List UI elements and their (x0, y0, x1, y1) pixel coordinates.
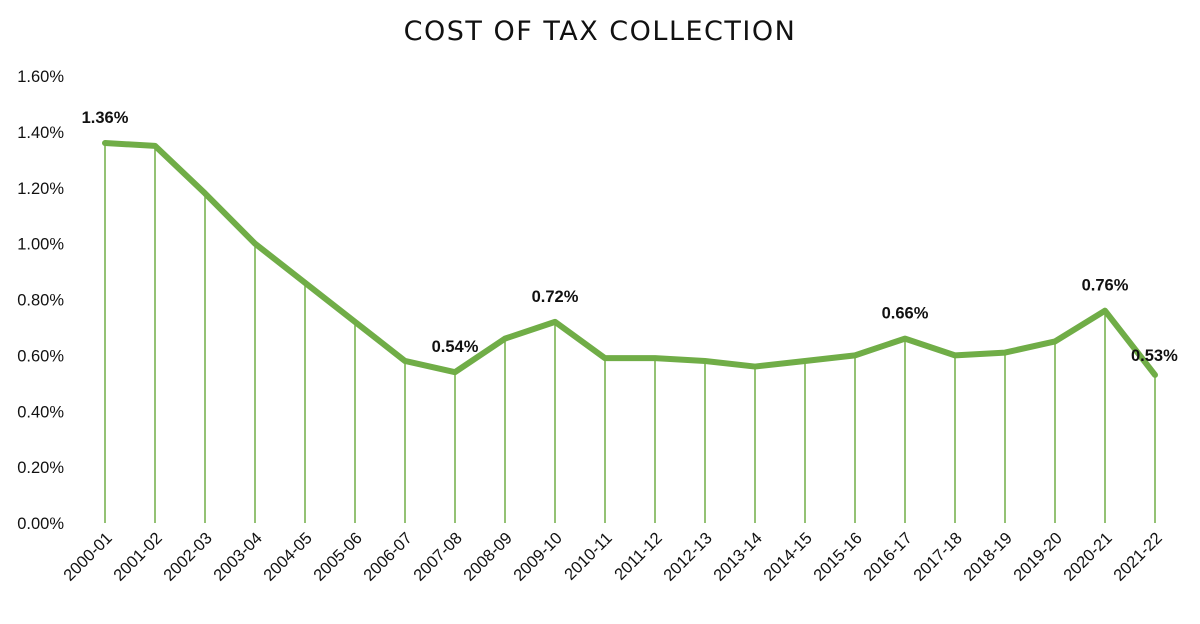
data-label: 1.36% (82, 109, 129, 127)
y-tick-label: 0.20% (17, 459, 64, 477)
x-tick-label: 2015-16 (810, 529, 866, 585)
y-tick-label: 0.60% (17, 347, 64, 365)
x-tick-label: 2018-19 (960, 529, 1016, 585)
series (102, 140, 1158, 378)
x-tick-label: 2000-01 (60, 529, 116, 585)
y-tick-label: 1.60% (17, 68, 64, 86)
x-tick-label: 2021-22 (1110, 529, 1166, 585)
x-tick-label: 2010-11 (561, 529, 616, 584)
data-labels: 1.36% 0.54% 0.72% 0.66% 0.76% 0.53% (82, 109, 1179, 365)
x-tick-label: 2014-15 (760, 529, 816, 585)
x-tick-label: 2013-14 (710, 529, 766, 585)
drop-lines (104, 143, 1156, 523)
x-tick-label: 2020-21 (1060, 529, 1116, 585)
x-tick-label: 2012-13 (660, 529, 716, 585)
data-label: 0.72% (532, 288, 579, 306)
y-axis: 0.00% 0.20% 0.40% 0.60% 0.80% 1.00% 1.20% 1.40%… (17, 68, 64, 533)
y-tick-label: 0.40% (17, 403, 64, 421)
chart-title: COST OF TAX COLLECTION (403, 16, 797, 47)
x-tick-label: 2009-10 (510, 529, 566, 585)
data-label: 0.76% (1082, 277, 1129, 295)
y-tick-label: 1.20% (17, 180, 64, 198)
y-tick-label: 1.00% (17, 236, 64, 254)
x-axis: 2000-012001-022002-032003-042004-052005-… (60, 529, 1166, 585)
x-tick-label: 2004-05 (260, 529, 316, 585)
x-tick-label: 2011-12 (611, 529, 666, 584)
series-line (102, 140, 1158, 378)
x-tick-label: 2005-06 (310, 529, 366, 585)
x-tick-label: 2016-17 (860, 529, 916, 585)
x-tick-label: 2003-04 (210, 529, 266, 585)
x-tick-label: 2001-02 (110, 529, 166, 585)
data-label: 0.54% (432, 338, 479, 356)
x-tick-label: 2017-18 (910, 529, 966, 585)
y-tick-label: 0.80% (17, 292, 64, 310)
x-tick-label: 2006-07 (360, 529, 416, 585)
x-tick-label: 2008-09 (460, 529, 516, 585)
x-tick-label: 2019-20 (1010, 529, 1066, 585)
data-label: 0.66% (882, 305, 929, 323)
y-tick-label: 1.40% (17, 124, 64, 142)
data-label: 0.53% (1131, 347, 1178, 365)
x-tick-label: 2002-03 (160, 529, 216, 585)
y-tick-label: 0.00% (17, 515, 64, 533)
x-tick-label: 2007-08 (410, 529, 466, 585)
